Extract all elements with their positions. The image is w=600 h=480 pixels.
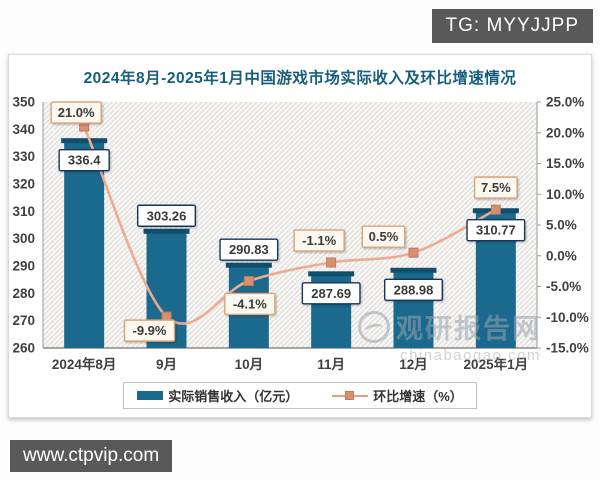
bar-cap-icon <box>143 228 190 234</box>
y-right-tick: 0.0% <box>546 248 577 263</box>
bar-cap-icon <box>225 262 272 268</box>
y-left-tick: 320 <box>12 177 35 192</box>
legend: 实际销售收入（亿元） 环比增速（%） <box>123 382 477 409</box>
bar-cap-icon <box>61 138 108 144</box>
site-badge: www.ctpvip.com <box>10 440 173 472</box>
pct-label-2024年8月-text: 21.0% <box>58 105 95 120</box>
legend-growth-label: 环比增速（%） <box>373 389 463 404</box>
y-left-tick: 290 <box>12 259 35 274</box>
y-left-tick: 330 <box>12 149 35 164</box>
line-swatch-icon <box>332 391 369 401</box>
pct-label-11月 <box>293 229 345 252</box>
value-label-10月-text: 290.83 <box>229 242 269 257</box>
pct-label-12月-text: 0.5% <box>369 229 399 244</box>
y-left-tick: 260 <box>12 341 35 356</box>
value-label-12月 <box>384 278 444 301</box>
y-right-tick: -10.0% <box>546 310 589 325</box>
legend-item-revenue: 实际销售收入（亿元） <box>137 386 298 405</box>
x-tick-11月: 11月 <box>317 357 345 372</box>
value-label-2024年8月 <box>58 148 110 172</box>
value-label-2025年1月 <box>466 219 526 242</box>
line-marker-12月 <box>408 247 419 258</box>
x-tick-12月: 12月 <box>399 357 428 372</box>
chart-card: 2024年8月-2025年1月中国游戏市场实际收入及环比增速情况 260 270 2… <box>8 54 592 418</box>
legend-revenue-label: 实际销售收入（亿元） <box>168 389 299 404</box>
x-tick-10月: 10月 <box>235 357 264 372</box>
y-right-tick: -15.0% <box>546 341 589 356</box>
pct-label-12月 <box>361 225 406 248</box>
plot-area <box>43 102 537 348</box>
pct-label-9月 <box>123 319 176 342</box>
y-right-tick: 20.0% <box>546 125 584 140</box>
y-left-tick: 270 <box>12 313 35 328</box>
x-tick-2024年8月: 2024年8月 <box>52 356 117 372</box>
y-right-tick: 15.0% <box>546 156 584 171</box>
pct-label-9月-text: -9.9% <box>133 323 167 338</box>
line-marker-10月 <box>243 275 254 286</box>
value-label-10月 <box>219 238 279 261</box>
bar-swatch-icon <box>137 391 164 400</box>
value-label-9月-text: 303.26 <box>147 208 187 223</box>
value-label-2024年8月-text: 336.4 <box>68 153 101 168</box>
y-left-tick: 340 <box>12 122 35 137</box>
pct-label-2024年8月 <box>50 101 102 124</box>
value-label-9月 <box>136 204 196 227</box>
pct-label-11月-text: -1.1% <box>302 233 336 248</box>
chart-title: 2024年8月-2025年1月中国游戏市场实际收入及环比增速情况 <box>83 70 517 87</box>
y-right-tick: 10.0% <box>546 187 584 202</box>
bar-cap-icon <box>390 267 437 273</box>
chart: 260 270 280 290 300 310 320 330 340 350 -15.0% -10.… <box>12 95 589 373</box>
pct-label-10月-text: -4.1% <box>233 296 267 311</box>
value-label-12月-text: 288.98 <box>394 282 434 297</box>
y-right-tick: 5.0% <box>546 218 577 233</box>
pct-label-2025年1月 <box>473 176 518 199</box>
pct-label-10月 <box>224 292 276 316</box>
x-tick-9月: 9月 <box>156 357 177 372</box>
y-left-tick: 310 <box>12 204 35 219</box>
y-left-tick: 280 <box>12 286 35 301</box>
y-left-tick: 350 <box>12 95 35 110</box>
y-right-tick: 25.0% <box>546 95 584 110</box>
bar-cap-icon <box>308 271 355 277</box>
line-marker-11月 <box>326 257 337 268</box>
x-tick-2025年1月: 2025年1月 <box>464 356 529 372</box>
pct-label-2025年1月-text: 7.5% <box>481 180 511 195</box>
y-right-tick: -5.0% <box>546 279 581 294</box>
tg-badge: TG: MYYJJPP <box>431 9 593 43</box>
line-marker-2025年1月 <box>490 204 501 215</box>
value-label-11月 <box>301 282 361 305</box>
y-left-tick: 300 <box>12 231 35 246</box>
value-label-11月-text: 287.69 <box>311 286 351 301</box>
value-label-2025年1月-text: 310.77 <box>476 223 516 238</box>
legend-item-growth: 环比增速（%） <box>332 386 463 405</box>
bar-2024年8月 <box>64 139 105 348</box>
